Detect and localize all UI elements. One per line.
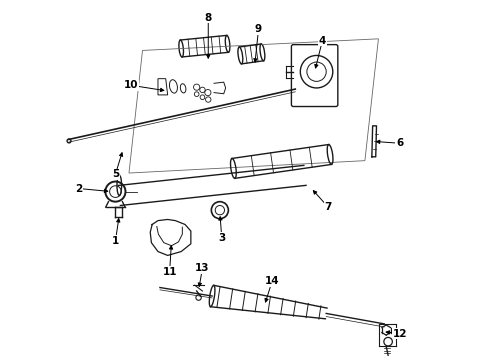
Text: 5: 5 (112, 169, 119, 179)
Text: 1: 1 (112, 236, 119, 246)
Text: 7: 7 (324, 202, 332, 212)
Text: 8: 8 (205, 13, 212, 23)
Text: 9: 9 (255, 24, 262, 34)
Text: 6: 6 (396, 138, 403, 148)
Text: 2: 2 (75, 184, 82, 194)
Text: 3: 3 (218, 233, 225, 243)
Text: 13: 13 (195, 263, 210, 273)
Text: 12: 12 (392, 329, 407, 338)
Text: 11: 11 (162, 267, 177, 277)
Text: 10: 10 (123, 80, 138, 90)
Text: 14: 14 (265, 276, 279, 286)
Text: 4: 4 (318, 36, 326, 46)
